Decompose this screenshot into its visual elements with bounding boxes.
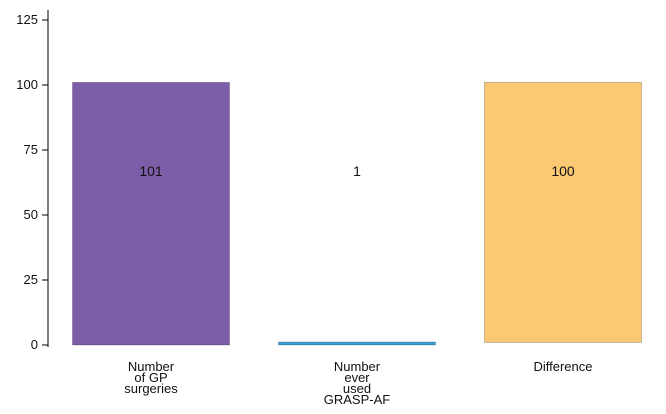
y-tick-label: 125 bbox=[16, 12, 38, 27]
x-category-label: used bbox=[343, 381, 371, 396]
x-category-label: Number bbox=[128, 359, 175, 374]
x-category-label: Number bbox=[334, 359, 381, 374]
bar-value-label: 1 bbox=[353, 163, 361, 179]
y-tick-label: 75 bbox=[24, 142, 38, 157]
bar-value-label: 100 bbox=[551, 163, 575, 179]
y-tick-label: 50 bbox=[24, 207, 38, 222]
bar bbox=[278, 341, 436, 346]
y-tick-label: 100 bbox=[16, 77, 38, 92]
bars bbox=[72, 82, 642, 346]
bar bbox=[484, 82, 642, 343]
bar bbox=[72, 82, 230, 346]
x-category-label: ever bbox=[344, 370, 370, 385]
x-category-label: Difference bbox=[533, 359, 592, 374]
bar-value-label: 101 bbox=[139, 163, 163, 179]
x-category-label: of GP bbox=[134, 370, 167, 385]
y-tick-label: 25 bbox=[24, 272, 38, 287]
x-category-label: surgeries bbox=[124, 381, 178, 396]
x-category-label: GRASP-AF bbox=[324, 392, 391, 407]
data-labels: 101 1 100 bbox=[139, 163, 575, 179]
y-tick-label: 0 bbox=[31, 337, 38, 352]
